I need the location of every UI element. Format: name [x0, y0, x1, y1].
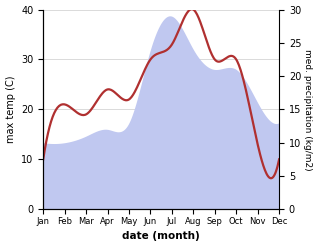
Y-axis label: med. precipitation (kg/m2): med. precipitation (kg/m2): [303, 49, 313, 170]
Y-axis label: max temp (C): max temp (C): [5, 76, 16, 143]
X-axis label: date (month): date (month): [122, 231, 200, 242]
